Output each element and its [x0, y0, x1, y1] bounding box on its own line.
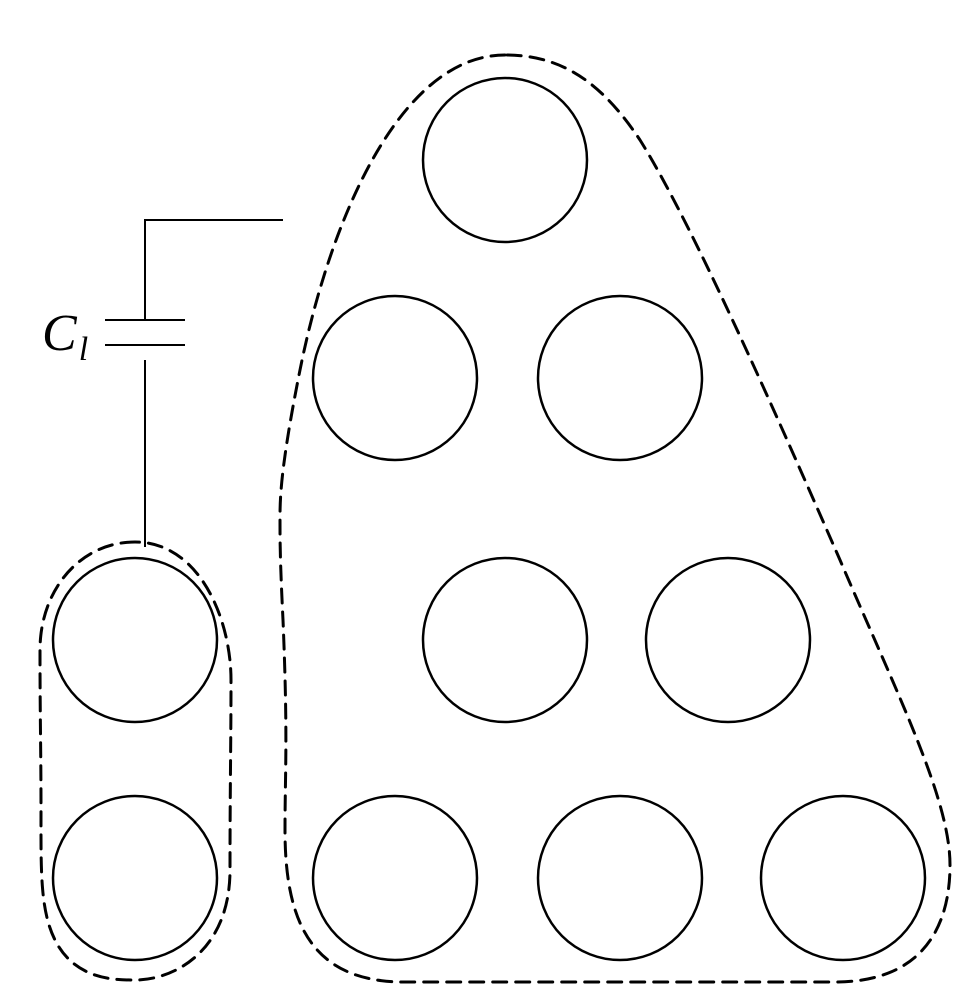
background — [0, 0, 976, 1005]
capacitor-label-sub: l — [79, 331, 88, 368]
